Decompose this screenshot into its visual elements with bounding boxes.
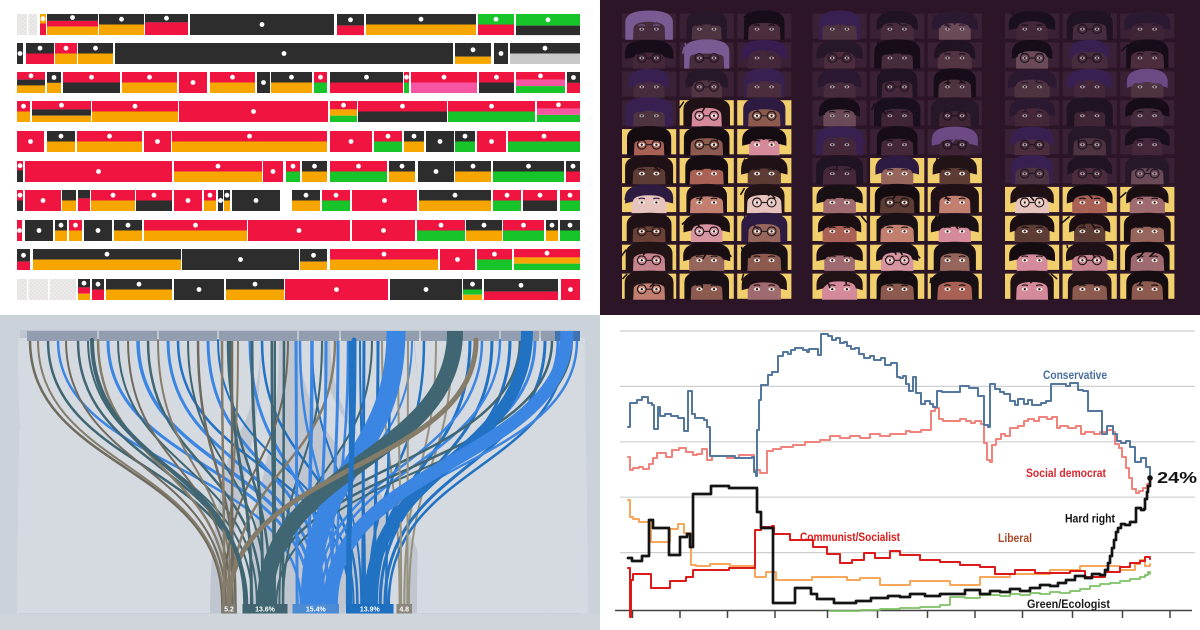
- svg-text:Conservative: Conservative: [1043, 370, 1107, 382]
- svg-text:13.9%: 13.9%: [360, 607, 381, 614]
- svg-text:24%: 24%: [1157, 470, 1197, 487]
- svg-text:4.8: 4.8: [399, 607, 409, 614]
- svg-text:Green/Ecologist: Green/Ecologist: [1027, 599, 1110, 611]
- svg-text:Liberal: Liberal: [998, 533, 1032, 545]
- svg-text:Social democrat: Social democrat: [1026, 468, 1106, 480]
- svg-text:Communist/Socialist: Communist/Socialist: [800, 532, 900, 544]
- svg-text:15.4%: 15.4%: [306, 607, 327, 614]
- svg-text:13.6%: 13.6%: [255, 607, 276, 614]
- svg-text:5.2: 5.2: [224, 607, 234, 614]
- svg-text:Hard right: Hard right: [1065, 514, 1115, 526]
